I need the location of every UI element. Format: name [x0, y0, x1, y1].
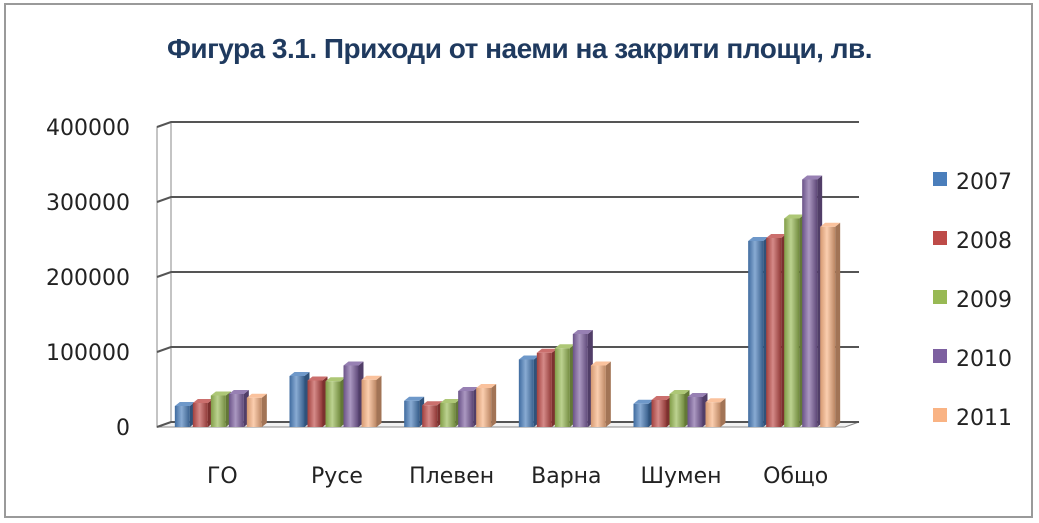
x-tick-label: Русе [311, 464, 363, 489]
bar-ГО-2010 [228, 390, 249, 427]
x-tick-label: Варна [531, 464, 601, 489]
x-tick-label: Шумен [640, 464, 721, 489]
x-tick-label: Плевен [409, 464, 494, 489]
bar-Шумен-2009 [669, 390, 690, 427]
bar-Русе-2008 [307, 376, 328, 427]
x-tick-label: ГО [207, 464, 238, 489]
bar-Общо-2007 [748, 237, 769, 427]
y-tick-label: 400000 [46, 116, 130, 141]
legend-swatch [933, 231, 947, 245]
legend-item-2008: 2008 [933, 229, 1012, 254]
y-tick-label: 100000 [46, 341, 130, 366]
bar-Плевен-2007 [404, 396, 425, 427]
y-tick-label: 300000 [46, 191, 130, 216]
y-tick-label: 0 [116, 416, 130, 441]
legend-label: 2007 [956, 170, 1012, 195]
bar-Варна-2009 [554, 344, 575, 427]
legend-label: 2009 [956, 288, 1012, 313]
gridline [156, 346, 859, 353]
bar-ГО-2011 [246, 393, 267, 427]
legend-item-2007: 2007 [933, 170, 1012, 195]
bar-Шумен-2007 [633, 399, 654, 427]
bar-Шумен-2008 [651, 396, 672, 427]
bar-Плевен-2011 [476, 384, 497, 427]
bar-ГО-2008 [192, 399, 213, 427]
bar-ГО-2007 [174, 402, 195, 427]
bar-Плевен-2008 [422, 401, 443, 427]
bar-Общо-2008 [766, 234, 787, 427]
bar-Шумен-2010 [687, 393, 708, 427]
bar-Варна-2008 [536, 348, 557, 427]
bar-Плевен-2009 [440, 399, 461, 427]
legend-swatch [933, 408, 947, 422]
legend-item-2010: 2010 [933, 347, 1012, 372]
bar-Варна-2010 [572, 330, 593, 427]
gridline [156, 196, 859, 203]
bar-Шумен-2011 [705, 398, 726, 427]
bar-Варна-2011 [590, 361, 611, 427]
chart-title: Фигура 3.1. Приходи от наеми на закрити … [166, 33, 873, 64]
legend-label: 2008 [956, 229, 1012, 254]
gridline [156, 121, 859, 128]
legend-swatch [933, 349, 947, 363]
y-tick-label: 200000 [46, 266, 130, 291]
bar-Общо-2009 [784, 214, 805, 427]
legend-label: 2011 [956, 406, 1012, 431]
legend-label: 2010 [956, 347, 1012, 372]
x-tick-label: Общо [763, 464, 828, 489]
gridline [156, 271, 859, 278]
bar-Русе-2011 [361, 375, 382, 427]
chart-frame [4, 3, 1033, 518]
bar-Общо-2010 [802, 175, 823, 427]
bar-Русе-2007 [289, 372, 310, 427]
bar-ГО-2009 [210, 391, 231, 427]
legend-item-2009: 2009 [933, 288, 1012, 313]
legend-swatch [933, 172, 947, 186]
gridline [156, 421, 859, 428]
legend-swatch [933, 290, 947, 304]
bar-Варна-2007 [518, 355, 539, 427]
bar-Русе-2010 [343, 361, 364, 427]
bar-Общо-2011 [820, 222, 841, 427]
bar-Русе-2009 [325, 377, 346, 427]
legend-item-2011: 2011 [933, 406, 1012, 431]
bar-Плевен-2010 [458, 387, 479, 427]
